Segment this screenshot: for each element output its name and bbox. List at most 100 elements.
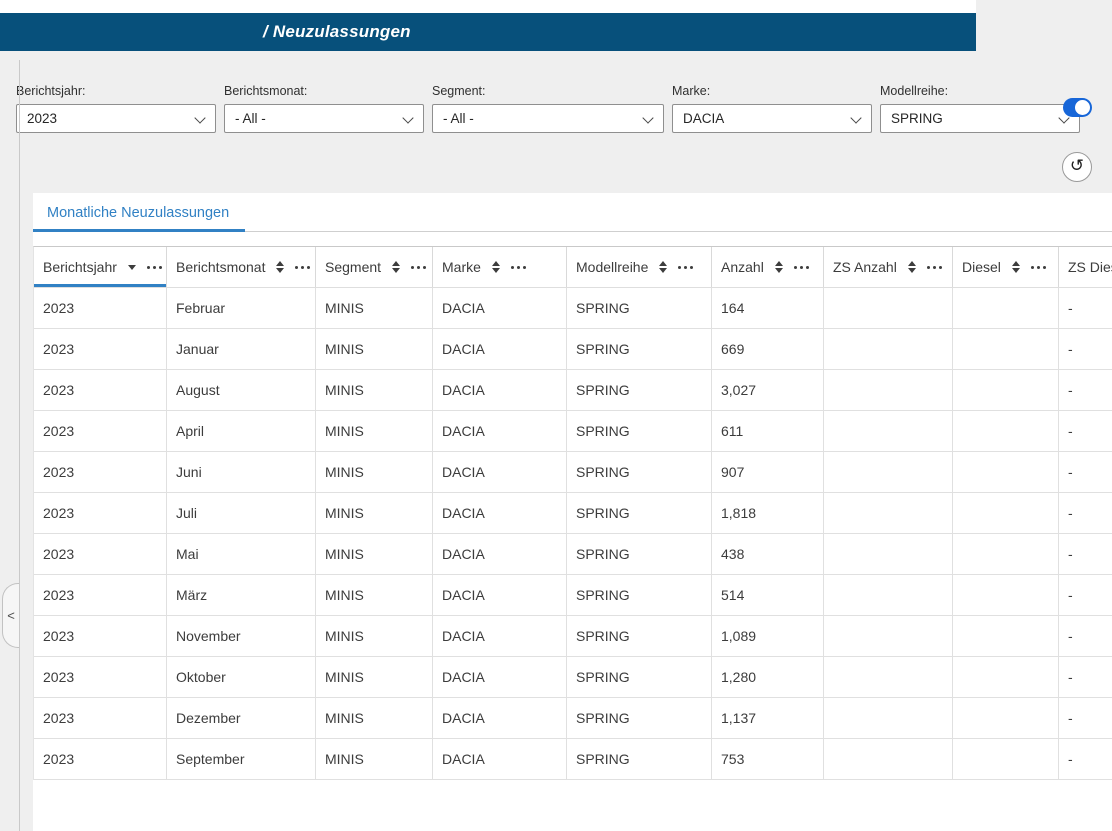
filter-segment: Segment: - All -	[432, 84, 664, 133]
filter-select-berichtsmonat[interactable]: - All -	[224, 104, 424, 133]
column-menu-icon[interactable]	[1030, 265, 1046, 269]
column-menu-icon[interactable]	[510, 265, 526, 269]
table-row[interactable]: 2023 Januar MINIS DACIA SPRING 669 -	[34, 329, 1112, 370]
table-cell	[953, 411, 1059, 451]
sort-icon[interactable]	[392, 261, 401, 273]
table-cell: 753	[712, 739, 824, 779]
table-cell: -	[1059, 616, 1112, 656]
table-row[interactable]: 2023 April MINIS DACIA SPRING 611 -	[34, 411, 1112, 452]
sort-icon[interactable]	[276, 261, 285, 273]
column-menu-icon[interactable]	[793, 265, 809, 269]
sort-icon[interactable]	[907, 261, 916, 273]
column-label: Berichtsmonat	[176, 259, 266, 275]
table-cell: MINIS	[316, 534, 433, 574]
table-cell	[824, 657, 953, 697]
page-title: / Neuzulassungen	[263, 22, 411, 41]
column-header-modellreihe[interactable]: Modellreihe	[567, 247, 712, 287]
sort-icon[interactable]	[774, 261, 783, 273]
table-row[interactable]: 2023 Oktober MINIS DACIA SPRING 1,280 -	[34, 657, 1112, 698]
table-cell: 1,089	[712, 616, 824, 656]
filter-select-marke[interactable]: DACIA	[672, 104, 872, 133]
chevron-down-icon	[642, 112, 654, 124]
tab-monatliche-neuzulassungen[interactable]: Monatliche Neuzulassungen	[47, 205, 230, 221]
table-cell: SPRING	[567, 698, 712, 738]
table-cell	[953, 534, 1059, 574]
table-cell	[953, 739, 1059, 779]
table-cell: -	[1059, 575, 1112, 615]
column-header-segment[interactable]: Segment	[316, 247, 433, 287]
table-cell	[953, 657, 1059, 697]
table-row[interactable]: 2023 November MINIS DACIA SPRING 1,089 -	[34, 616, 1112, 657]
table-cell: MINIS	[316, 698, 433, 738]
table-row[interactable]: 2023 März MINIS DACIA SPRING 514 -	[34, 575, 1112, 616]
sort-icon[interactable]	[659, 261, 668, 273]
table-cell: -	[1059, 329, 1112, 369]
column-header-diesel[interactable]: Diesel	[953, 247, 1059, 287]
table-cell: Februar	[167, 288, 316, 328]
table-cell	[824, 616, 953, 656]
table-cell: SPRING	[567, 493, 712, 533]
table-cell: Oktober	[167, 657, 316, 697]
tab-bar: Monatliche Neuzulassungen	[33, 193, 1112, 232]
column-header-zs-diesel[interactable]: ZS Diesel	[1059, 247, 1112, 287]
table-cell: Dezember	[167, 698, 316, 738]
table-cell: Juli	[167, 493, 316, 533]
table-cell	[953, 493, 1059, 533]
column-header-marke[interactable]: Marke	[433, 247, 567, 287]
table-cell: -	[1059, 698, 1112, 738]
chevron-down-icon	[850, 112, 862, 124]
filter-label: Marke:	[672, 84, 711, 98]
table-cell	[824, 288, 953, 328]
table-cell: MINIS	[316, 575, 433, 615]
table-cell: DACIA	[433, 329, 567, 369]
column-header-zs-anzahl[interactable]: ZS Anzahl	[824, 247, 953, 287]
column-header-berichtsmonat[interactable]: Berichtsmonat	[167, 247, 316, 287]
selected-value: - All -	[235, 111, 266, 126]
sort-desc-icon[interactable]	[127, 264, 136, 270]
sort-icon[interactable]	[491, 261, 500, 273]
column-menu-icon[interactable]	[926, 265, 942, 269]
table-row[interactable]: 2023 August MINIS DACIA SPRING 3,027 -	[34, 370, 1112, 411]
table-cell: SPRING	[567, 657, 712, 697]
table-row[interactable]: 2023 September MINIS DACIA SPRING 753 -	[34, 739, 1112, 780]
column-header-anzahl[interactable]: Anzahl	[712, 247, 824, 287]
table-cell: DACIA	[433, 616, 567, 656]
table-row[interactable]: 2023 Dezember MINIS DACIA SPRING 1,137 -	[34, 698, 1112, 739]
filter-toggle[interactable]	[1063, 98, 1092, 117]
table-cell	[953, 575, 1059, 615]
table-row[interactable]: 2023 Februar MINIS DACIA SPRING 164 -	[34, 288, 1112, 329]
column-menu-icon[interactable]	[146, 265, 162, 269]
column-menu-icon[interactable]	[295, 265, 311, 269]
table-header-row: Berichtsjahr Berichtsmonat Segment Marke Mod…	[34, 247, 1112, 288]
table-cell: 2023	[34, 698, 167, 738]
table-cell: 907	[712, 452, 824, 492]
table-cell: DACIA	[433, 493, 567, 533]
table-cell	[953, 329, 1059, 369]
column-label: Anzahl	[721, 259, 764, 275]
filter-select-segment[interactable]: - All -	[432, 104, 664, 133]
table-row[interactable]: 2023 Mai MINIS DACIA SPRING 438 -	[34, 534, 1112, 575]
table-cell: MINIS	[316, 493, 433, 533]
selected-value: SPRING	[891, 111, 943, 126]
table-cell: DACIA	[433, 288, 567, 328]
column-label: ZS Anzahl	[833, 259, 897, 275]
column-menu-icon[interactable]	[411, 265, 427, 269]
table-cell: 2023	[34, 534, 167, 574]
filter-select-berichtsjahr[interactable]: 2023	[16, 104, 216, 133]
table-cell: MINIS	[316, 370, 433, 410]
column-header-berichtsjahr[interactable]: Berichtsjahr	[34, 247, 167, 287]
sort-icon[interactable]	[1011, 261, 1020, 273]
table-cell: MINIS	[316, 452, 433, 492]
column-menu-icon[interactable]	[678, 265, 694, 269]
tab-bar-divider	[245, 231, 1112, 232]
filter-select-modellreihe[interactable]: SPRING	[880, 104, 1080, 133]
table-row[interactable]: 2023 Juli MINIS DACIA SPRING 1,818 -	[34, 493, 1112, 534]
table-cell: DACIA	[433, 534, 567, 574]
table-cell: 514	[712, 575, 824, 615]
table-cell: -	[1059, 493, 1112, 533]
reset-filters-button[interactable]: ↺	[1062, 152, 1092, 182]
collapse-panel-handle[interactable]: <	[2, 583, 19, 648]
rotate-ccw-icon: ↺	[1069, 155, 1085, 176]
table-row[interactable]: 2023 Juni MINIS DACIA SPRING 907 -	[34, 452, 1112, 493]
